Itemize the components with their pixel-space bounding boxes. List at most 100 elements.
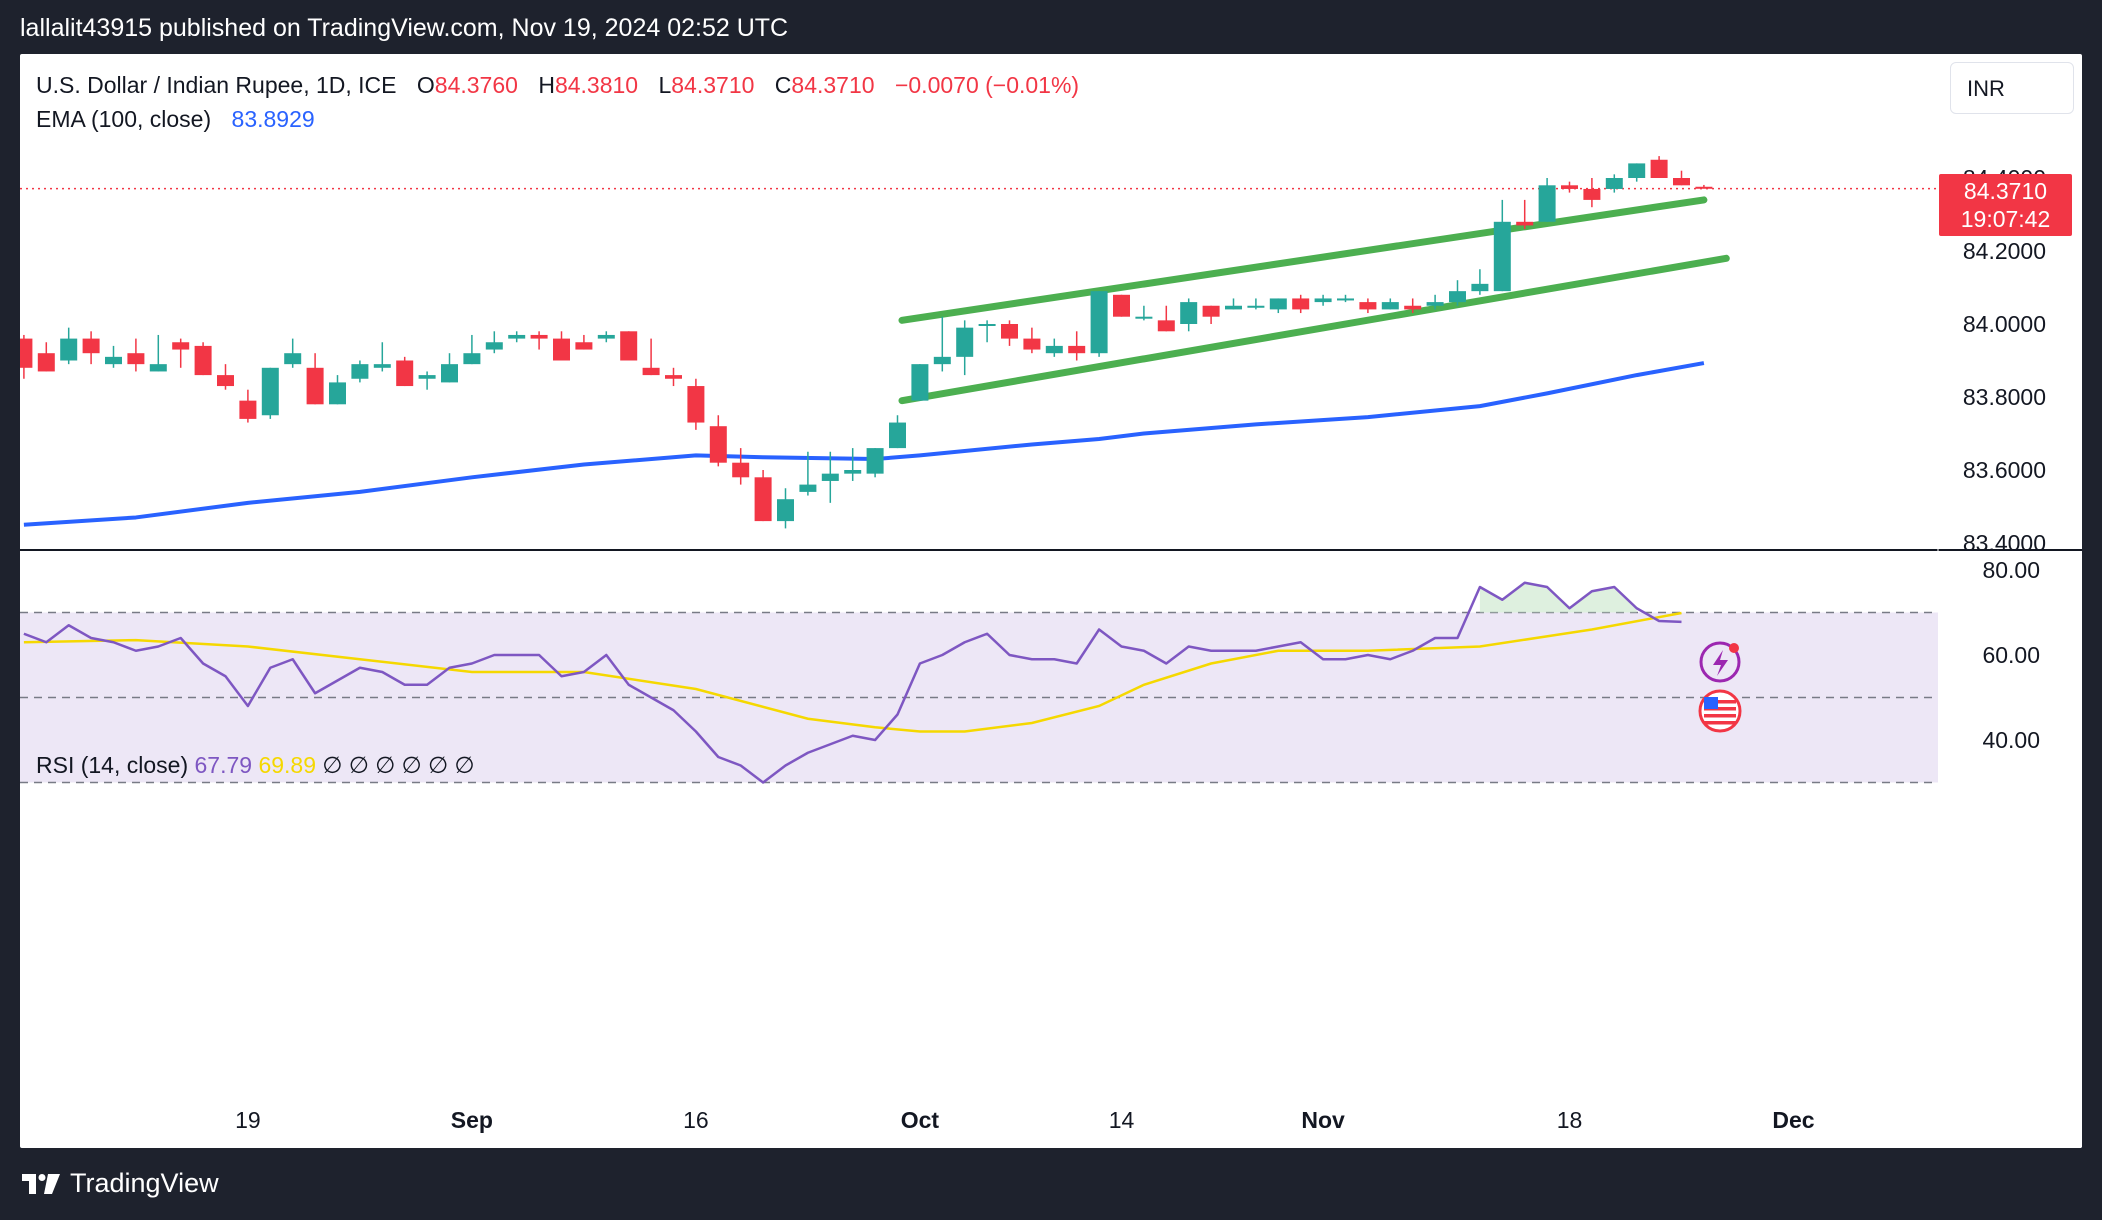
candle-body: [978, 324, 996, 326]
candle: [530, 331, 548, 350]
candle: [1449, 280, 1466, 306]
candle: [1337, 294, 1354, 303]
candle-body: [1023, 338, 1041, 350]
candle-body: [1471, 283, 1489, 292]
symbol-title[interactable]: U.S. Dollar / Indian Rupee, 1D, ICE: [36, 72, 397, 98]
candle: [1404, 298, 1422, 314]
candle: [1023, 327, 1041, 354]
rsi-label[interactable]: RSI (14, close): [36, 752, 189, 778]
last-price-tag: 84.3710 19:07:42: [1939, 174, 2072, 236]
candle-body: [642, 367, 660, 376]
candle-body: [1337, 298, 1354, 301]
bar-countdown: 19:07:42: [1960, 206, 2051, 232]
candle-body: [194, 345, 212, 376]
candle-body: [1202, 305, 1220, 317]
flag-stripe: [1704, 707, 1736, 711]
candle-body: [597, 334, 615, 339]
candle-body: [373, 364, 391, 368]
candle-body: [709, 426, 727, 463]
candle: [1359, 298, 1377, 314]
candle-body: [1583, 188, 1601, 200]
candle-body: [1628, 163, 1646, 178]
candle-body: [1359, 302, 1377, 310]
candle: [732, 448, 750, 485]
candle: [1001, 320, 1018, 346]
axis-corner: [1938, 1094, 2082, 1148]
flag-canton: [1704, 697, 1718, 709]
candle-body: [620, 331, 638, 361]
candle: [418, 371, 436, 390]
candle: [194, 342, 212, 376]
price-axis-tick: 84.2000: [1963, 238, 2046, 264]
candle-body: [866, 448, 884, 474]
close-value: 84.3710: [791, 72, 875, 98]
open-value: 84.3760: [434, 72, 518, 98]
change-value: −0.0070 (−0.01%): [894, 72, 1080, 98]
time-axis-tick: 19: [235, 1107, 261, 1133]
candle-body: [1516, 221, 1534, 226]
high-label: H: [538, 72, 555, 98]
candle-body: [306, 367, 324, 405]
candle-body: [1113, 294, 1130, 317]
candle-body: [1314, 298, 1332, 303]
time-axis-tick: 16: [683, 1107, 709, 1133]
candle-body: [508, 334, 526, 339]
candle-body: [1695, 186, 1713, 189]
candle-body: [239, 400, 257, 419]
time-axis-tick: Sep: [451, 1107, 493, 1133]
chart-frame[interactable]: 84.400084.200084.000083.800083.600083.40…: [20, 54, 2082, 1148]
price-axis-tick: 84.0000: [1963, 311, 2046, 337]
candle: [754, 470, 772, 522]
candle: [1650, 156, 1668, 178]
candle-body: [844, 470, 862, 474]
currency-button[interactable]: INR: [1950, 62, 2074, 114]
candle: [1314, 294, 1332, 306]
flag-stripe: [1704, 700, 1736, 704]
candle-body: [172, 342, 190, 350]
candle: [1538, 178, 1556, 222]
candle-body: [1225, 305, 1242, 310]
candle: [1135, 305, 1153, 321]
candle: [1561, 181, 1578, 193]
candle-body: [1001, 324, 1018, 339]
candle-body: [1404, 305, 1422, 310]
candle: [956, 320, 974, 376]
candle-body: [1135, 316, 1153, 319]
candle-body: [1493, 221, 1511, 292]
flash-icon-bolt: [1713, 650, 1728, 676]
candle: [709, 415, 727, 467]
channel-lower-line: [898, 254, 1730, 405]
candle-body: [1381, 302, 1399, 310]
candle: [396, 356, 414, 387]
ema-label[interactable]: EMA (100, close): [36, 106, 212, 132]
candle: [1673, 170, 1690, 186]
candle-body: [1561, 185, 1578, 189]
candle: [20, 334, 33, 379]
candle-body: [687, 386, 705, 423]
us-flag-icon: [1698, 689, 1742, 733]
candle-body: [127, 353, 145, 365]
candle: [485, 331, 503, 354]
rsi-axis-tick: 60.00: [1982, 642, 2040, 668]
candle: [889, 415, 906, 449]
candle: [239, 389, 257, 423]
candle-body: [933, 356, 951, 365]
candle-body: [396, 360, 414, 387]
candle-body: [575, 342, 593, 350]
candle-body: [1650, 159, 1668, 178]
flash-icon-ring: [1699, 641, 1741, 683]
rsi-axis-tick: 80.00: [1982, 557, 2040, 583]
candle: [799, 451, 817, 496]
candle-body: [889, 422, 906, 449]
candle: [597, 331, 615, 343]
chart-canvas[interactable]: 84.400084.200084.000083.800083.600083.40…: [20, 54, 2082, 1148]
flag-stripe: [1704, 714, 1736, 718]
candle: [1695, 184, 1713, 189]
flag-stripe: [1704, 721, 1736, 725]
candle-body: [1068, 345, 1086, 354]
candle-body: [284, 353, 302, 365]
candle: [978, 320, 996, 343]
low-label: L: [658, 72, 672, 98]
footer-brand[interactable]: TradingView: [22, 1168, 219, 1199]
candle-body: [1605, 178, 1623, 189]
